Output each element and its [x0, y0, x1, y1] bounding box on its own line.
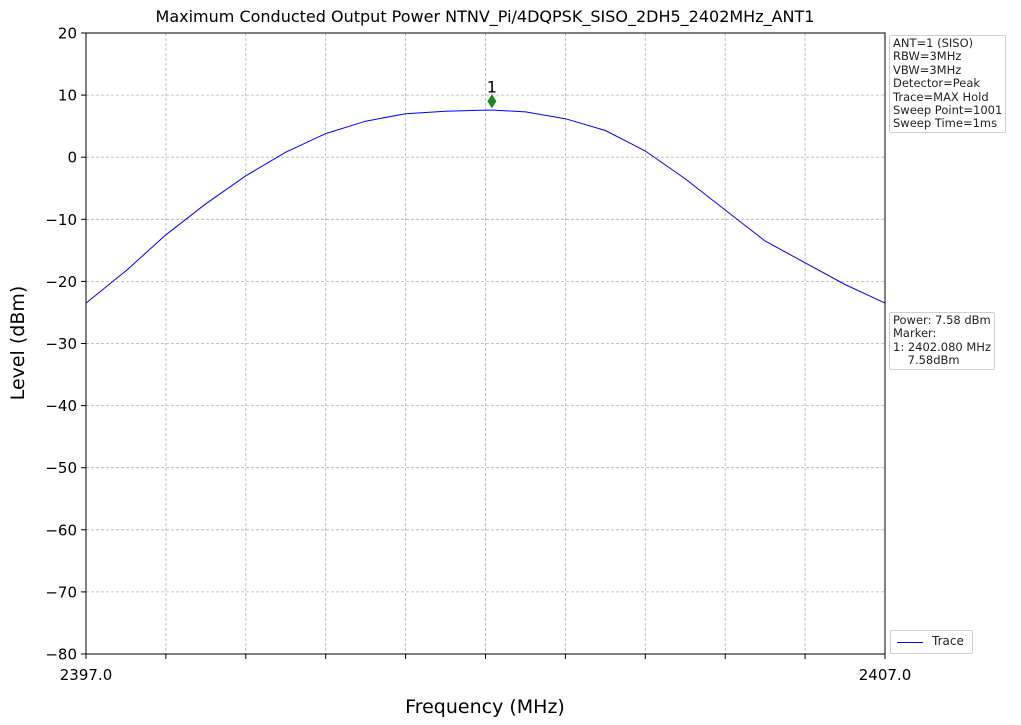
result-line: Marker: — [893, 326, 937, 341]
settings-line: Sweep Time=1ms — [893, 116, 998, 131]
chart-title: Maximum Conducted Output Power NTNV_Pi/4… — [156, 7, 815, 27]
result-line: Power: 7.58 dBm — [893, 313, 991, 327]
settings-line: Trace=MAX Hold — [893, 89, 989, 104]
series-trace-line — [85, 109, 886, 304]
settings-line: Detector=Peak — [893, 76, 981, 91]
settings-line: ANT=1 (SISO) — [893, 36, 974, 50]
y-tick-label: −70 — [45, 583, 77, 601]
settings-line: VBW=3MHz — [893, 62, 962, 77]
x-tick-label: 2397.0 — [60, 666, 113, 684]
y-tick-label: −50 — [45, 459, 77, 477]
measurement-result-box: Power: 7.58 dBm Marker: 1: 2402.080 MHz 7.… — [889, 312, 995, 370]
x-axis-label: Frequency (MHz) — [405, 696, 565, 718]
y-tick-label: 20 — [58, 25, 77, 43]
plot-area: 1 — [85, 77, 886, 304]
y-tick-label: 0 — [67, 149, 77, 167]
marker-1-diamond — [487, 94, 497, 109]
marker-1-label: 1 — [487, 77, 497, 96]
result-line: 7.58dBm — [893, 353, 960, 368]
y-axis-label: Level (dBm) — [7, 286, 29, 401]
y-tick-label: −30 — [45, 335, 77, 353]
y-tick-label: −60 — [45, 521, 77, 539]
grid — [86, 33, 885, 654]
y-tick-label: 10 — [58, 87, 77, 105]
legend: Trace — [890, 630, 973, 654]
settings-line: RBW=3MHz — [893, 49, 962, 64]
x-tick-label: 2407.0 — [859, 666, 912, 684]
settings-line: Sweep Point=1001 — [893, 103, 1003, 118]
y-tick-label: −10 — [45, 211, 77, 229]
legend-swatch — [897, 642, 923, 643]
y-tick-label: −20 — [45, 273, 77, 291]
legend-label: Trace — [932, 634, 964, 648]
result-line: 1: 2402.080 MHz — [893, 339, 991, 354]
measurement-settings-box: ANT=1 (SISO) RBW=3MHz VBW=3MHz Detector=Pea… — [889, 35, 1007, 133]
y-tick-label: −80 — [45, 646, 77, 664]
y-tick-label: −40 — [45, 397, 77, 415]
axis-ticks: 20 10 0 −10 −20 −30 −40 −50 −60 −70 −80 2397.0 2407.… — [45, 25, 911, 685]
